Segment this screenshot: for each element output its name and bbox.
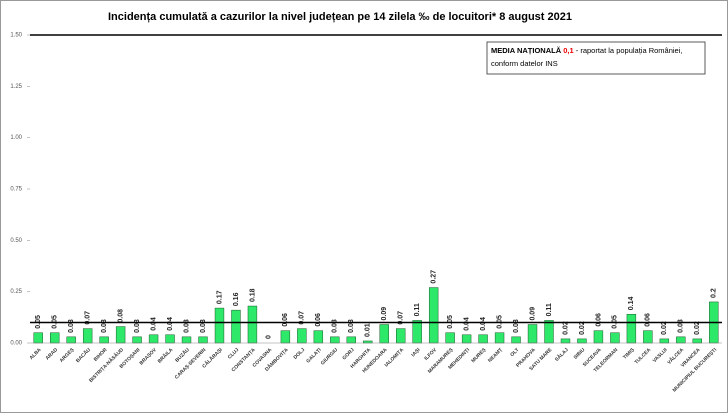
bar	[478, 334, 488, 344]
y-tick-label: 1.25	[10, 84, 22, 90]
y-tick-label: 1.00	[10, 135, 22, 141]
bar	[50, 332, 60, 344]
value-label: 0.03	[332, 319, 339, 333]
bar	[99, 336, 109, 344]
bar	[379, 324, 389, 344]
legend-text: MEDIA NAȚIONALĂ 0,1 - raportat la popula…	[491, 46, 682, 55]
value-label: 0.03	[678, 319, 685, 333]
value-label: 0.08	[117, 309, 124, 323]
legend-text1: - raportat la populația României,	[574, 46, 683, 55]
value-label: 0.03	[513, 319, 520, 333]
value-label: 0.02	[562, 321, 569, 335]
bar	[428, 287, 439, 344]
bar	[626, 314, 637, 344]
bar	[577, 338, 587, 344]
value-label: 0.02	[579, 321, 586, 335]
bar	[445, 332, 455, 344]
value-label: 0.14	[628, 297, 635, 311]
bar	[676, 336, 686, 344]
value-label: 0.04	[463, 317, 470, 331]
bar	[115, 326, 126, 344]
value-label: 0.03	[183, 319, 190, 333]
bar	[280, 330, 291, 344]
bar	[461, 334, 472, 344]
bar	[330, 336, 340, 344]
value-label: 0.06	[595, 313, 602, 327]
value-label: 0.04	[167, 317, 174, 331]
legend-label: MEDIA NAȚIONALĂ	[491, 46, 562, 55]
bar	[346, 336, 356, 344]
value-label: 0.11	[414, 303, 421, 316]
bar	[610, 332, 620, 344]
value-label: 0.16	[233, 292, 240, 306]
bar	[247, 305, 258, 344]
bar	[132, 336, 142, 344]
bar	[511, 336, 521, 344]
bar	[412, 320, 422, 344]
x-tick-label: IAȘI	[410, 347, 422, 359]
value-label: 0.07	[398, 311, 405, 325]
bar	[297, 328, 307, 344]
value-label: 0.06	[315, 313, 322, 327]
value-label: 0.02	[661, 321, 668, 335]
x-tick-label: OLT	[509, 347, 520, 358]
value-label: 0.2	[711, 288, 718, 298]
bar	[181, 336, 192, 344]
value-label: 0.04	[480, 317, 487, 331]
value-label: 0.03	[348, 319, 355, 333]
value-label: 0.01	[365, 323, 372, 337]
y-tick-label: 0.00	[10, 341, 22, 347]
value-label: 0.03	[200, 319, 207, 333]
bar	[560, 338, 571, 344]
value-label: 0.03	[134, 319, 141, 333]
value-label: 0.03	[68, 319, 75, 333]
y-tick-label: 1.50	[10, 33, 22, 39]
bar	[396, 328, 406, 344]
bar	[33, 332, 43, 344]
bar	[494, 332, 505, 344]
bar	[214, 307, 225, 344]
value-label: 0.07	[85, 311, 92, 325]
value-label: 0.09	[529, 307, 536, 321]
value-label: 0	[266, 335, 273, 339]
bar	[66, 336, 76, 344]
y-tick-label: 0.25	[10, 289, 22, 295]
bar	[593, 330, 604, 344]
bar	[527, 324, 538, 344]
bar	[82, 328, 93, 344]
bar	[313, 330, 324, 344]
bar	[148, 334, 159, 344]
value-label: 0.06	[282, 313, 289, 327]
bar	[692, 338, 702, 344]
bar	[544, 320, 554, 344]
value-label: 0.04	[150, 317, 157, 331]
bar	[231, 309, 241, 344]
bar	[659, 338, 670, 344]
value-label: 0.17	[216, 290, 223, 304]
legend-text2: conform datelor INS	[491, 59, 558, 68]
value-label: 0.06	[645, 313, 652, 327]
bar	[363, 340, 373, 344]
legend-box	[486, 41, 706, 75]
value-label: 0.02	[694, 321, 701, 335]
bar	[198, 336, 208, 344]
value-label: 0.11	[546, 303, 553, 316]
value-label: 0.18	[249, 288, 256, 302]
y-tick-label: 0.50	[10, 238, 22, 244]
value-label: 0.03	[101, 319, 108, 333]
value-label: 0.27	[431, 270, 438, 284]
bar	[643, 330, 653, 344]
value-label: 0.07	[299, 311, 306, 325]
value-label: 0.09	[381, 307, 388, 321]
y-tick-label: 0.75	[10, 187, 22, 193]
chart-title: Incidența cumulată a cazurilor la nivel …	[108, 11, 572, 23]
legend-value: 0,1	[563, 46, 573, 55]
bar	[165, 334, 175, 344]
